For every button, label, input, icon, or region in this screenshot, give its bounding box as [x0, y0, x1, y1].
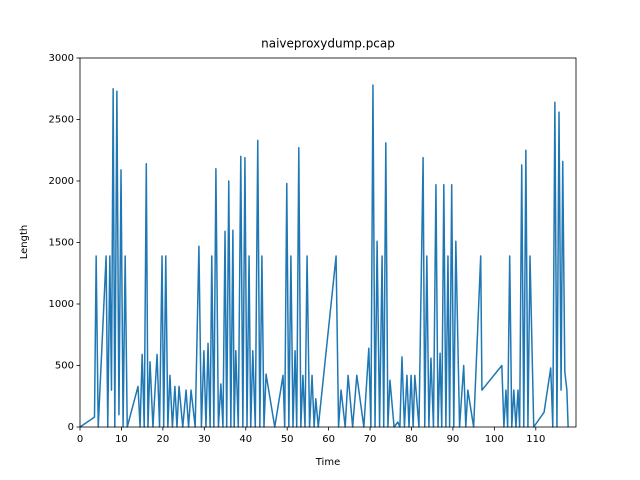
- x-tick-label: 40: [239, 434, 252, 445]
- y-tick-label: 1000: [49, 299, 74, 310]
- x-tick-label: 60: [322, 434, 335, 445]
- x-tick-label: 80: [405, 434, 418, 445]
- y-tick-label: 2500: [49, 115, 74, 126]
- y-tick-label: 0: [68, 422, 74, 433]
- x-tick-label: 20: [157, 434, 170, 445]
- y-tick-label: 2000: [49, 176, 74, 187]
- y-tick-label: 3000: [49, 53, 74, 64]
- y-tick-label: 1500: [49, 238, 74, 249]
- y-tick-label: 500: [55, 361, 74, 372]
- x-axis-label: Time: [315, 457, 340, 468]
- x-tick-label: 10: [115, 434, 128, 445]
- x-tick-label: 100: [485, 434, 504, 445]
- x-tick-label: 70: [364, 434, 377, 445]
- y-axis-label: Length: [19, 225, 30, 260]
- x-tick-label: 0: [77, 434, 83, 445]
- data-line: [79, 84, 569, 428]
- x-tick-label: 110: [526, 434, 545, 445]
- x-tick-label: 30: [198, 434, 211, 445]
- x-tick-label: 50: [281, 434, 294, 445]
- chart-title: naiveproxydump.pcap: [261, 37, 395, 51]
- x-tick-label: 90: [447, 434, 460, 445]
